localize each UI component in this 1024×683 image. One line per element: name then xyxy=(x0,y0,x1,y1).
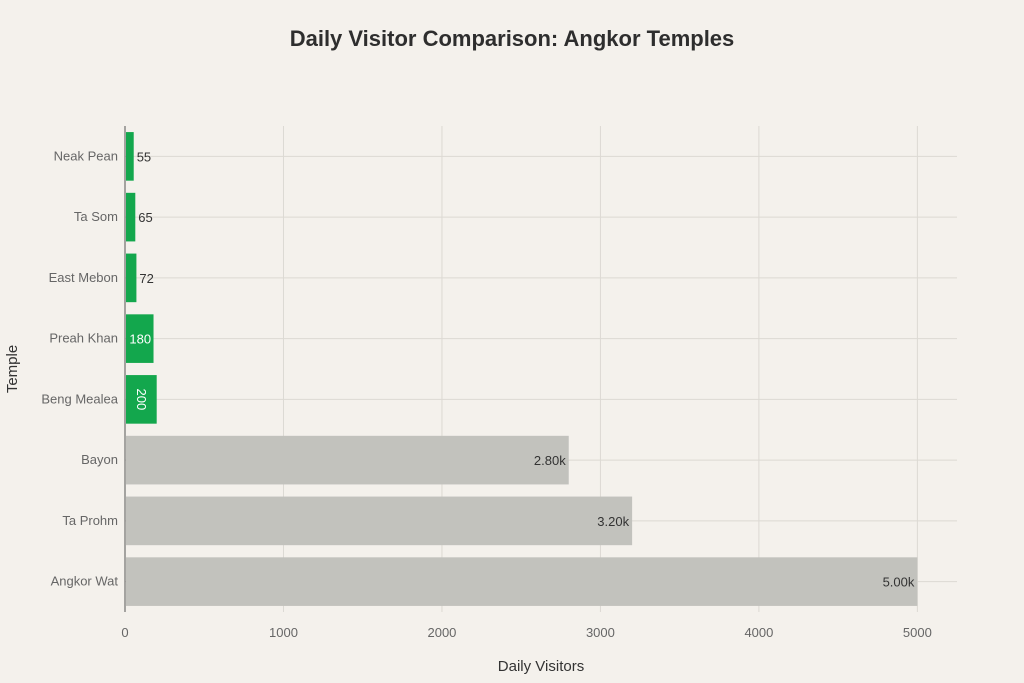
x-tick-labels: 0 1000 2000 3000 4000 5000 xyxy=(121,625,931,640)
y-tick-label: Preah Khan xyxy=(49,331,118,346)
data-label: 65 xyxy=(138,210,152,225)
data-label: 180 xyxy=(129,332,151,347)
data-label: 2.80k xyxy=(534,453,566,468)
x-tick-label: 0 xyxy=(121,625,128,640)
data-label: 5.00k xyxy=(883,575,915,590)
y-tick-label: Bayon xyxy=(81,452,118,467)
data-label: 55 xyxy=(137,149,151,164)
bar xyxy=(126,496,633,546)
x-tick-label: 2000 xyxy=(427,625,456,640)
chart-title: Daily Visitor Comparison: Angkor Temples xyxy=(289,26,735,51)
y-tick-label: Beng Mealea xyxy=(41,391,118,406)
x-tick-label: 5000 xyxy=(903,625,932,640)
bar xyxy=(126,435,569,485)
x-tick-label: 3000 xyxy=(586,625,615,640)
y-tick-label: Angkor Wat xyxy=(51,574,119,589)
bar xyxy=(126,192,136,242)
bar xyxy=(126,132,134,181)
y-axis-title: Temple xyxy=(4,345,21,393)
bar xyxy=(126,253,137,303)
y-tick-labels: Neak Pean Ta Som East Mebon Preah Khan Beng … xyxy=(41,148,118,588)
bar xyxy=(126,314,154,363)
y-tick-label: Neak Pean xyxy=(54,148,118,163)
data-labels: 55 65 72 180 200 2.80k 3.20k 5.00k xyxy=(129,149,914,589)
data-label: 3.20k xyxy=(597,514,629,529)
bar xyxy=(126,557,918,606)
y-tick-label: Ta Prohm xyxy=(62,513,118,528)
x-axis-title: Daily Visitors xyxy=(498,658,584,675)
y-tick-label: East Mebon xyxy=(49,270,118,285)
data-label: 200 xyxy=(134,389,149,411)
bars xyxy=(126,132,918,606)
x-tick-label: 4000 xyxy=(744,625,773,640)
y-tick-label: Ta Som xyxy=(74,209,118,224)
bar xyxy=(126,375,157,424)
data-label: 72 xyxy=(139,271,153,286)
x-tick-label: 1000 xyxy=(269,625,298,640)
